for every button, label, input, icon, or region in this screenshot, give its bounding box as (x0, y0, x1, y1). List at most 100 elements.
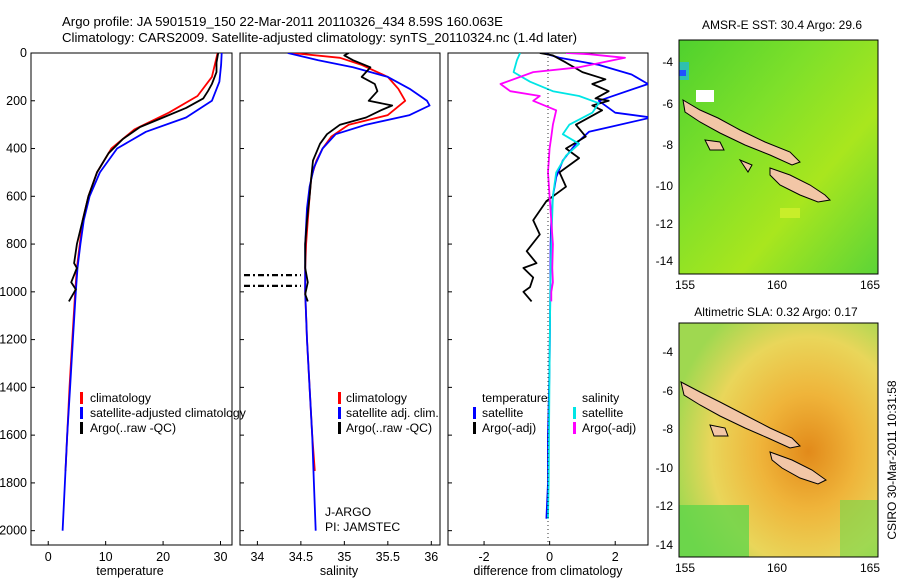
temperature-chart: 0 10 20 30 (31, 52, 228, 564)
sla-ytick: -8 (662, 422, 673, 436)
sst-ytick: -4 (662, 55, 673, 69)
depth-tick-label: 1800 (0, 476, 27, 490)
difference-chart: -2 0 2 (448, 52, 648, 564)
depth-axis-labels: 0 200 400 600 800 1000 1200 1400 1600 1800 2000 (0, 46, 27, 538)
depth-tick-label: 200 (6, 94, 27, 108)
sst-ytick: -6 (662, 97, 673, 111)
series-line-salinity-satellite (512, 53, 600, 519)
pi-label: PI: JAMSTEC (325, 520, 400, 534)
legend-label-climatology: climatology (90, 391, 152, 405)
depth-tick-label: 1600 (0, 428, 27, 442)
sla-map (678, 322, 879, 558)
depth-tick-label: 1400 (0, 380, 27, 394)
sst-ytick: -10 (656, 179, 674, 193)
sla-green-patch-right (840, 500, 878, 557)
sla-ytick: -12 (656, 499, 674, 513)
x-tick-label: 2 (612, 550, 619, 564)
legend-swatch-sal-argo (573, 422, 576, 434)
sla-map-frame (678, 322, 879, 558)
salinity-chart: 34 34.5 35 35.5 36 (240, 52, 438, 564)
x-tick-label: 35 (337, 550, 351, 564)
depth-tick-label: 2000 (0, 524, 27, 538)
sst-map-frame (678, 39, 879, 275)
legend-label-argo: Argo(..raw -QC) (90, 421, 176, 435)
series-line-temperature-argo-adj- (522, 53, 610, 302)
depth-tick-label: 600 (6, 189, 27, 203)
sst-map-title: AMSR-E SST: 30.4 Argo: 29.6 (702, 18, 862, 32)
salinity-legend: climatology satellite adj. clim. Argo(..… (325, 391, 439, 534)
sla-ytick: -10 (656, 461, 674, 475)
legend-label-sal-argo: Argo(-adj) (582, 421, 636, 435)
legend-swatch-satellite (338, 407, 341, 419)
legend-swatch-argo (80, 422, 83, 434)
jargo-label: J-ARGO (325, 505, 371, 519)
legend-label-satellite: satellite-adjusted climatology (90, 406, 247, 420)
legend-swatch-climatology (80, 392, 83, 404)
sla-xtick: 155 (675, 561, 695, 575)
series-line-satellite-adj-clim- (287, 53, 431, 531)
x-tick-label: 20 (156, 550, 170, 564)
sla-ytick: -14 (656, 538, 674, 552)
legend-label-temp-satellite: satellite (482, 406, 524, 420)
sst-xtick: 155 (675, 278, 695, 292)
legend-label-sal-satellite: satellite (582, 406, 624, 420)
depth-tick-label: 1200 (0, 333, 27, 347)
sla-green-patch (679, 505, 749, 557)
x-tick-label: -2 (479, 550, 490, 564)
series-line-argo-raw-qc- (68, 53, 220, 302)
sst-ytick: -8 (662, 138, 673, 152)
series-layer (61, 53, 223, 531)
x-tick-label: 36 (424, 550, 438, 564)
x-tick-label: 0 (45, 550, 52, 564)
temperature-panel-frame (30, 52, 233, 546)
x-tick-label: 10 (99, 550, 113, 564)
temperature-axis-label: temperature (96, 564, 163, 578)
series-line-argo-raw-qc- (304, 53, 394, 302)
salinity-axis-label: salinity (320, 564, 359, 578)
x-tick-label: 35.5 (376, 550, 400, 564)
series-layer (287, 53, 431, 531)
sst-warm-patch (780, 208, 800, 218)
difference-axis-label: difference from climatology (473, 564, 623, 578)
legend-label-temp-argo: Argo(-adj) (482, 421, 536, 435)
sla-xtick: 160 (767, 561, 787, 575)
x-tick-label: 34.5 (289, 550, 313, 564)
sla-map-yticks: -4 -6 -8 -10 -12 -14 (656, 345, 674, 552)
side-timestamp-label: CSIRO 30-Mar-2011 10:31:58 (885, 380, 899, 540)
legend-swatch-climatology (338, 392, 341, 404)
sla-islands (680, 381, 827, 485)
series-line-satellite-adjusted-climatology (61, 53, 223, 531)
legend-swatch-satellite (80, 407, 83, 419)
x-tick-label: 30 (214, 550, 228, 564)
sst-blue-patch (679, 70, 686, 76)
depth-tick-label: 0 (20, 46, 27, 60)
sst-missing-patch (696, 90, 714, 102)
legend-title-temperature: temperature (482, 391, 548, 405)
sla-ytick: -6 (662, 384, 673, 398)
series-layer (499, 53, 648, 519)
depth-tick-label: 800 (6, 237, 27, 251)
sst-map-yticks: -4 -6 -8 -10 -12 -14 (656, 55, 674, 268)
difference-legend: temperature salinity satellite Argo(-adj… (473, 391, 636, 435)
depth-tick-label: 400 (6, 142, 27, 156)
series-line-salinity-argo-adj- (499, 53, 626, 302)
x-tick-label: 34 (250, 550, 264, 564)
legend-swatch-sal-satellite (573, 407, 576, 419)
salinity-panel-frame (239, 52, 441, 546)
legend-title-salinity: salinity (582, 391, 620, 405)
figure-title-line2: Climatology: CARS2009. Satellite-adjuste… (62, 30, 577, 45)
legend-label-climatology: climatology (346, 391, 408, 405)
sla-ytick: -4 (662, 345, 673, 359)
sst-xtick: 165 (860, 278, 880, 292)
figure-title-line1: Argo profile: JA 5901519_150 22-Mar-2011… (62, 14, 503, 29)
sst-islands (682, 99, 832, 203)
legend-label-satellite: satellite adj. clim. (346, 406, 439, 420)
sla-map-title: Altimetric SLA: 0.32 Argo: 0.17 (694, 305, 858, 319)
sst-xtick: 160 (767, 278, 787, 292)
sla-map-xticks: 155 160 165 (675, 561, 880, 575)
series-line-temperature-satellite (542, 53, 648, 519)
legend-label-argo: Argo(..raw -QC) (346, 421, 432, 435)
x-tick-label: 0 (546, 550, 553, 564)
temperature-legend: climatology satellite-adjusted climatolo… (80, 391, 247, 435)
